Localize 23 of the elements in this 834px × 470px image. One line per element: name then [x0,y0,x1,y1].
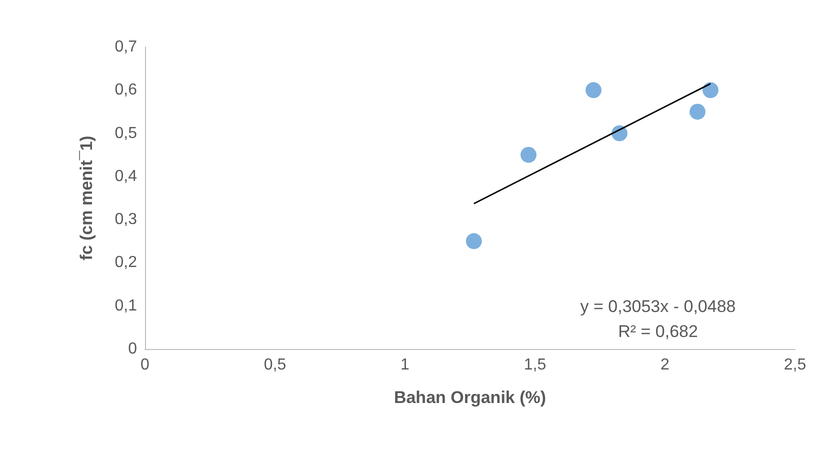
x-tick-label: 0 [140,356,150,374]
annotation: y = 0,3053x - 0,0488 [580,297,736,316]
y-axis-title: fc (cm menit¯1) [77,136,96,260]
y-tick-label: 0,2 [114,254,138,272]
x-tick-label: 0,5 [264,356,286,374]
x-axis-title: Bahan Organik (%) [394,388,546,407]
point [690,104,706,120]
point [586,82,602,98]
x-tick-label: 2 [660,356,670,374]
x-tick-label: 2,5 [784,356,806,374]
point [466,233,482,250]
y-tick-label: 0,3 [114,211,138,228]
y-tick-label: 0,7 [114,38,138,56]
x-tick-label: 1,5 [524,356,546,374]
y-tick-label: 0,1 [114,297,138,314]
x-tick-label: 1 [400,356,410,374]
annotation: R² = 0,682 [618,322,698,341]
point [520,146,536,163]
point [702,82,718,98]
y-tick-label: 0,5 [114,124,138,142]
y-tick-label: 0 [128,340,138,358]
y-tick-label: 0,6 [114,82,138,99]
y-tick-label: 0,4 [114,168,138,185]
